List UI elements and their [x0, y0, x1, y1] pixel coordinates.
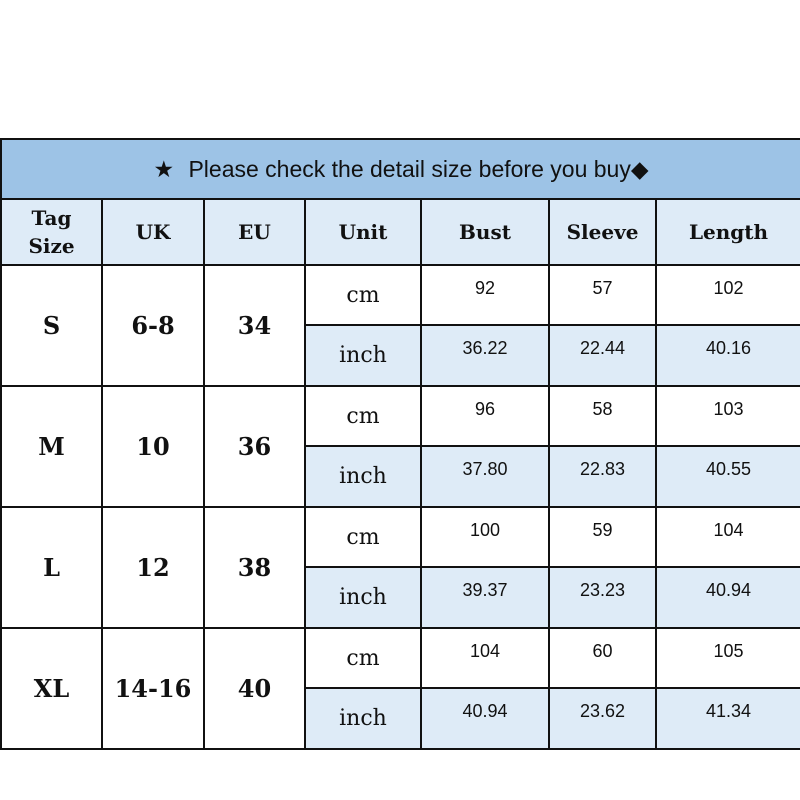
tag-size-cell: M: [0, 385, 103, 508]
header-tag-line2: Size: [28, 234, 75, 258]
header-bust: Bust: [420, 198, 550, 266]
bust-cell: 96: [420, 385, 550, 447]
unit-cell: inch: [304, 566, 422, 629]
eu-size-cell: 38: [203, 506, 306, 629]
header-length: Length: [655, 198, 800, 266]
sleeve-cell: 22.44: [548, 324, 657, 387]
sleeve-cell: 23.23: [548, 566, 657, 629]
bust-cell: 39.37: [420, 566, 550, 629]
sleeve-cell: 57: [548, 264, 657, 326]
sleeve-cell: 23.62: [548, 687, 657, 750]
unit-cell: inch: [304, 445, 422, 508]
table-row-cm: M 10 36 cm 96 58 103: [0, 385, 800, 508]
table-row-inch: inch 39.37 23.23 40.94: [1, 566, 800, 629]
header-uk: UK: [101, 198, 205, 266]
length-cell: 102: [655, 264, 800, 326]
bust-cell: 104: [420, 627, 550, 689]
sleeve-cell: 59: [548, 506, 657, 568]
unit-cell: inch: [304, 324, 422, 387]
sleeve-cell: 58: [548, 385, 657, 447]
length-cell: 40.55: [655, 445, 800, 508]
unit-cell: cm: [304, 627, 422, 689]
eu-size-cell: 36: [203, 385, 306, 508]
table-row-inch: inch 36.22 22.44 40.16: [1, 324, 800, 387]
header-unit: Unit: [304, 198, 422, 266]
length-cell: 104: [655, 506, 800, 568]
table-row-inch: inch 37.80 22.83 40.55: [1, 445, 800, 508]
uk-size-cell: 10: [101, 385, 205, 508]
header-tag-line1: Tag: [31, 206, 72, 230]
banner: ★ Please check the detail size before yo…: [0, 138, 800, 200]
tag-size-cell: L: [0, 506, 103, 629]
unit-cell: cm: [304, 506, 422, 568]
bust-cell: 100: [420, 506, 550, 568]
uk-size-cell: 14-16: [101, 627, 205, 750]
table-row-cm: XL 14-16 40 cm 104 60 105: [0, 627, 800, 750]
unit-cell: cm: [304, 264, 422, 326]
header-tag-size: Tag Size: [0, 198, 103, 266]
unit-cell: inch: [304, 687, 422, 750]
header-eu: EU: [203, 198, 306, 266]
bust-cell: 40.94: [420, 687, 550, 750]
banner-text: Please check the detail size before you …: [188, 155, 631, 182]
bust-cell: 37.80: [420, 445, 550, 508]
star-icon: ★: [153, 155, 175, 182]
diamond-icon: ◆: [630, 155, 649, 182]
eu-size-cell: 40: [203, 627, 306, 750]
sleeve-cell: 22.83: [548, 445, 657, 508]
tag-size-cell: S: [0, 264, 103, 387]
table-row-cm: S 6-8 34 cm 92 57 102: [0, 264, 800, 387]
length-cell: 103: [655, 385, 800, 447]
table-row-cm: L 12 38 cm 100 59 104: [0, 506, 800, 629]
length-cell: 40.94: [655, 566, 800, 629]
size-chart-table: ★ Please check the detail size before yo…: [0, 138, 800, 750]
bust-cell: 36.22: [420, 324, 550, 387]
length-cell: 105: [655, 627, 800, 689]
header-sleeve: Sleeve: [548, 198, 657, 266]
bust-cell: 92: [420, 264, 550, 326]
unit-cell: cm: [304, 385, 422, 447]
uk-size-cell: 12: [101, 506, 205, 629]
length-cell: 41.34: [655, 687, 800, 750]
column-headers: Tag Size UK EU Unit Bust Sleeve Length: [0, 198, 800, 266]
tag-size-cell: XL: [0, 627, 103, 750]
eu-size-cell: 34: [203, 264, 306, 387]
length-cell: 40.16: [655, 324, 800, 387]
sleeve-cell: 60: [548, 627, 657, 689]
uk-size-cell: 6-8: [101, 264, 205, 387]
table-row-inch: inch 40.94 23.62 41.34: [1, 687, 800, 750]
